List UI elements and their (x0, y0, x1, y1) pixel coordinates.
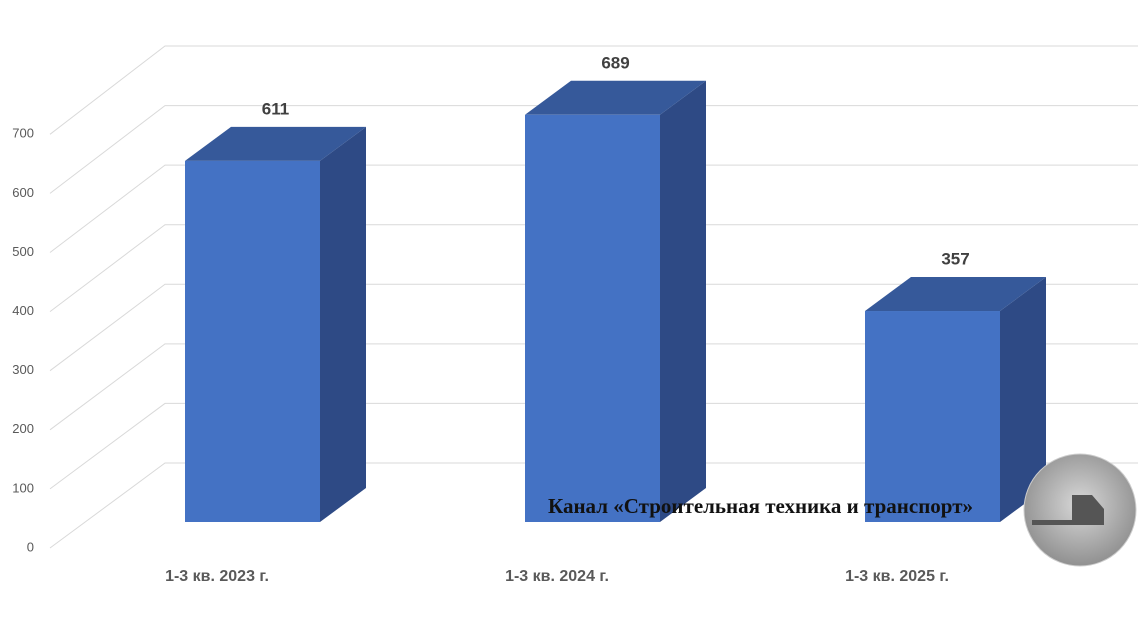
bar-side (660, 80, 706, 523)
y-tick-label: 100 (12, 480, 34, 495)
value-label: 357 (941, 249, 969, 268)
grid-line (49, 283, 1138, 372)
x-tick-label: 1-3 кв. 2025 г. (845, 568, 949, 585)
bar-top (865, 277, 1046, 312)
y-tick-label: 300 (12, 362, 34, 377)
y-tick-label: 700 (12, 126, 34, 141)
bar-side (320, 126, 366, 523)
value-label: 689 (601, 53, 629, 72)
grid-line (49, 164, 1138, 253)
bar-top (525, 80, 706, 115)
bar-top (185, 126, 366, 161)
y-tick-label: 600 (12, 185, 34, 200)
grid-line (49, 224, 1138, 312)
grid-line (49, 402, 1138, 490)
bar (865, 311, 1000, 522)
y-tick-label: 200 (12, 421, 34, 436)
x-tick-label: 1-3 кв. 2024 г. (505, 568, 609, 585)
bar (185, 160, 320, 523)
grid-line (49, 343, 1138, 431)
y-tick-label: 500 (12, 244, 34, 259)
grid-line (49, 462, 1138, 549)
x-tick-label: 1-3 кв. 2023 г. (165, 568, 269, 585)
grid-line (49, 105, 1138, 194)
logo-truck (1032, 495, 1104, 525)
grid-line (49, 45, 1138, 135)
watermark: Канал «Строительная техника и транспорт» (548, 494, 973, 518)
y-tick-label: 0 (27, 539, 34, 554)
y-tick-label: 400 (12, 303, 34, 318)
bar (525, 114, 660, 523)
value-label: 611 (262, 99, 289, 118)
bar-side (1000, 277, 1046, 522)
